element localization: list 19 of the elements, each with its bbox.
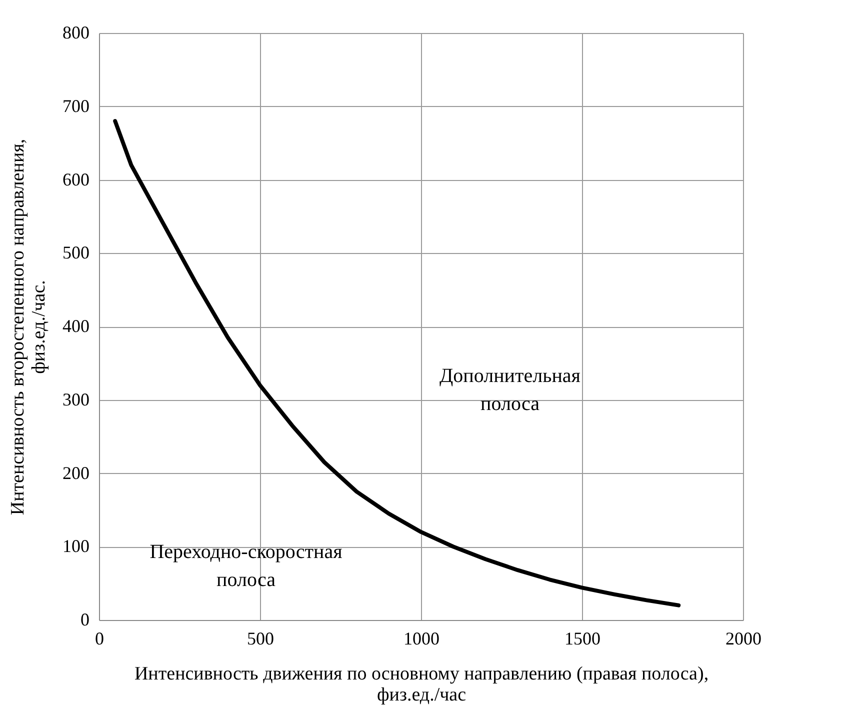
y-tick-label: 400 bbox=[62, 316, 90, 336]
y-tick-label: 0 bbox=[80, 610, 90, 630]
annotation: Дополнительная полоса bbox=[440, 365, 580, 415]
y-tick-label: 700 bbox=[62, 96, 90, 116]
annotation: Переходно-скоростная полоса bbox=[150, 541, 342, 591]
y-tick-label: 800 bbox=[62, 22, 90, 42]
x-tick-label: 1000 bbox=[404, 628, 440, 648]
line-series bbox=[113, 119, 681, 608]
y-tick-label: 100 bbox=[62, 536, 90, 556]
y-tick-label: 300 bbox=[62, 389, 90, 410]
x-axis-title: Интенсивность движения по основному направлению (правая полоса), физ.ед./час bbox=[134, 664, 709, 706]
x-tick-label: 2000 bbox=[726, 628, 762, 648]
x-tick-label: 500 bbox=[247, 628, 274, 648]
y-tick-label: 600 bbox=[62, 169, 90, 190]
y-tick-label: 200 bbox=[62, 462, 90, 483]
x-tick-label: 1500 bbox=[564, 628, 600, 648]
y-axis-title: Интенсивность второстепенного направления, физ.ед./час. bbox=[8, 138, 50, 516]
y-tick-label: 500 bbox=[62, 242, 90, 263]
x-tick-label: 0 bbox=[95, 628, 104, 648]
